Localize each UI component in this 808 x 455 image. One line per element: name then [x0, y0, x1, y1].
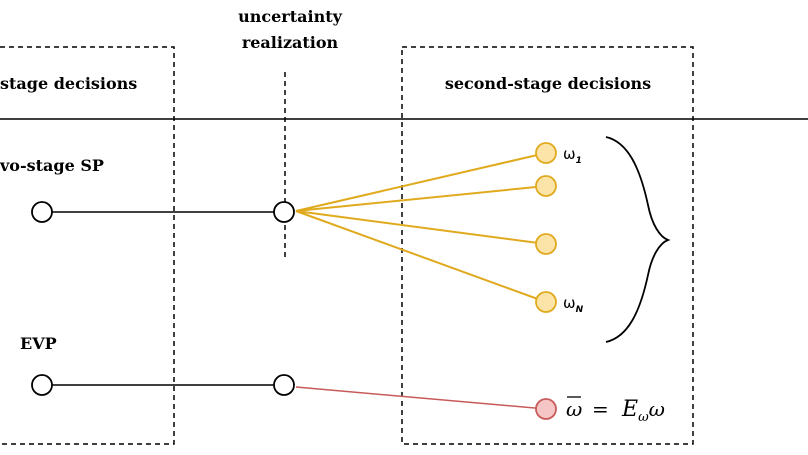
scenario-node-3 — [535, 233, 557, 255]
scenario-brace — [605, 136, 671, 343]
scenario-edge-3 — [295, 210, 547, 245]
scenario-edge-1 — [295, 152, 547, 212]
scenario-branches — [295, 152, 547, 303]
formula-lhs: ω — [566, 397, 582, 421]
uncertainty-label-line1: uncertainty — [238, 7, 342, 26]
two-stage-sp-label: vo-stage SP — [0, 156, 104, 175]
scenario-node-n — [535, 291, 557, 313]
second-stage-label: second-stage decisions — [445, 74, 651, 93]
scenario-edge-n — [295, 210, 547, 303]
second-stage-box — [401, 46, 694, 445]
evp-first-stage-node — [31, 374, 53, 396]
evp-uncertainty-node — [273, 374, 295, 396]
first-stage-label: stage decisions — [0, 74, 137, 93]
formula-equals: = — [592, 397, 609, 421]
scenario-label-n: ωN — [563, 294, 584, 315]
scenario-node-2 — [535, 175, 557, 197]
scenario-node-1 — [535, 142, 557, 164]
scenario-label-1: ω1 — [563, 145, 582, 166]
formula-expectation: Eωω — [621, 397, 665, 425]
uncertainty-label-line2: realization — [242, 33, 339, 52]
evp-second-stage-edge — [295, 386, 547, 410]
evp-second-stage-node — [535, 398, 557, 420]
sp-first-stage-node — [31, 201, 53, 223]
sp-uncertainty-node — [273, 201, 295, 223]
evp-formula: ω = Eωω — [566, 396, 665, 425]
evp-label: EVP — [20, 334, 57, 353]
scenario-edge-2 — [295, 185, 547, 212]
first-stage-box — [0, 46, 175, 445]
